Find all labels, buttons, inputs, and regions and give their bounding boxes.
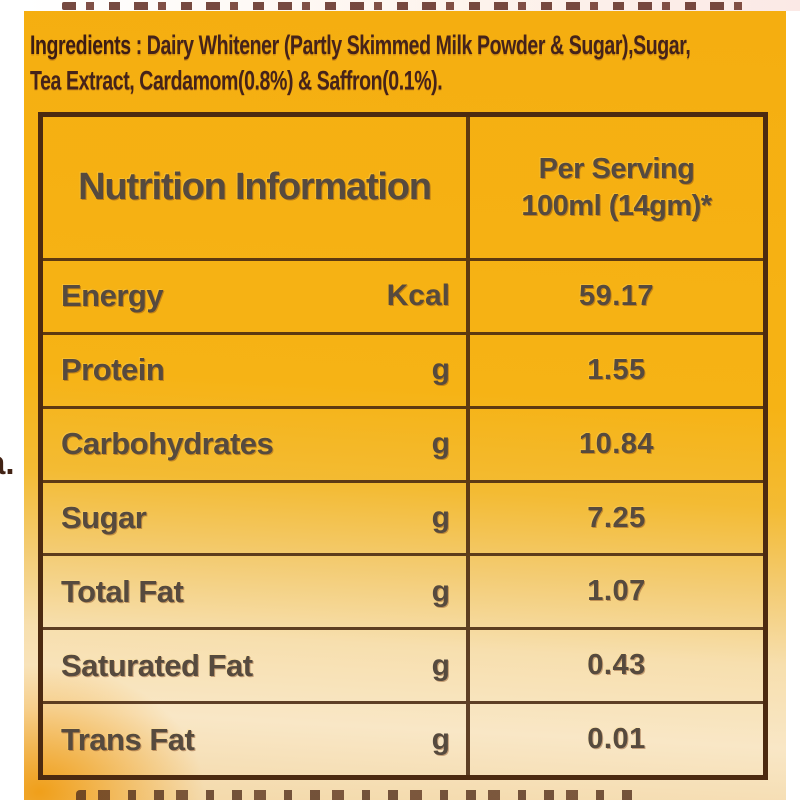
table-row-energy: Energy Kcal 59.17 (43, 261, 763, 335)
nutrient-unit: g (431, 501, 450, 534)
nutrient-value: 1.07 (587, 575, 646, 608)
header-serving-cell: Per Serving 100ml (14gm)* (470, 117, 763, 258)
nutrient-unit: g (431, 722, 450, 756)
nutrient-value: 59.17 (578, 279, 655, 312)
table-row-protein: Protein g 1.55 (43, 334, 763, 409)
per-serving-line2: 100ml (14gm)* (521, 189, 712, 222)
nutrient-unit: g (431, 427, 450, 461)
table-row-carbohydrates: Carbohydrates g 10.84 (43, 408, 763, 483)
nutrient-label: Energy (61, 278, 164, 314)
nutrient-label: Saturated Fat (61, 647, 253, 683)
nutrient-value: 7.25 (587, 501, 646, 534)
cropped-text-top-strip (0, 0, 800, 11)
nutrient-label: Trans Fat (61, 721, 195, 757)
ingredients-text: Ingredients : Dairy Whitener (Partly Ski… (30, 27, 795, 99)
cropped-text-top-fragment (62, 2, 752, 10)
nutrient-unit: g (431, 574, 450, 608)
nutrition-table: Nutrition Information Per Serving 100ml … (38, 112, 768, 780)
table-row-saturated-fat: Saturated Fat g 0.43 (43, 630, 763, 705)
nutrition-information-title: Nutrition Information (78, 166, 432, 208)
nutrient-label: Total Fat (61, 573, 184, 609)
nutrient-unit: g (431, 648, 450, 682)
table-row-total-fat: Total Fat g 1.07 (43, 556, 763, 631)
edge-letter-fragment: a. (0, 444, 15, 480)
ingredients-label: Ingredients (30, 29, 131, 61)
cropped-text-bottom-fragment (76, 790, 636, 800)
table-row-trans-fat: Trans Fat g 0.01 (43, 704, 763, 776)
nutrient-value: 0.43 (587, 649, 646, 682)
ingredients-line1: : Dairy Whitener (Partly Skimmed Milk Po… (130, 29, 691, 61)
header-title-cell: Nutrition Information (43, 117, 470, 258)
nutrient-label: Protein (61, 352, 165, 388)
yellow-label-surface (24, 10, 786, 800)
nutrient-value: 10.84 (578, 427, 655, 460)
ingredients-line2: Tea Extract, Cardamom(0.8%) & Saffron(0.… (30, 65, 443, 96)
nutrient-value: 0.01 (587, 723, 646, 756)
per-serving-header: Per Serving 100ml (14gm)* (521, 151, 712, 224)
nutrient-unit: g (431, 353, 450, 387)
nutrient-label: Sugar (61, 500, 147, 535)
per-serving-line1: Per Serving (538, 153, 695, 186)
nutrient-label: Carbohydrates (61, 426, 274, 462)
nutrient-value: 1.55 (587, 353, 646, 386)
nutrient-unit: Kcal (386, 279, 450, 313)
table-row-sugar: Sugar g 7.25 (43, 482, 763, 557)
table-header-row: Nutrition Information Per Serving 100ml … (43, 117, 763, 261)
